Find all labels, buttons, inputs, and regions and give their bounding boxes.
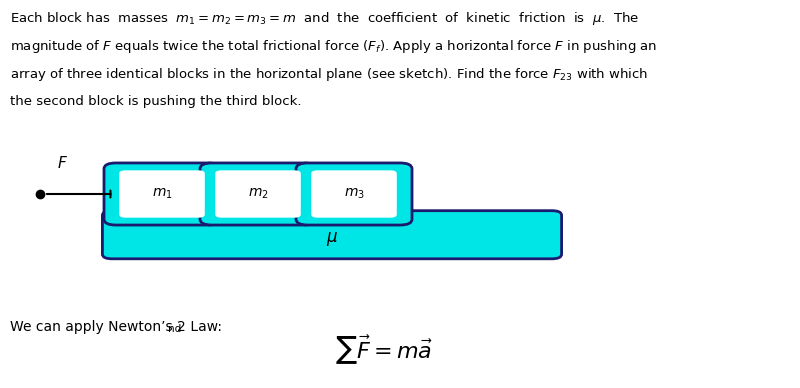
Text: $\sum\vec{F} = m\vec{a}$: $\sum\vec{F} = m\vec{a}$ <box>335 334 433 367</box>
FancyBboxPatch shape <box>215 170 301 218</box>
Text: array of three identical blocks in the horizontal plane (see sketch). Find the f: array of three identical blocks in the h… <box>10 66 648 83</box>
Text: magnitude of $F$ equals twice the total frictional force ($F_f$). Apply a horizo: magnitude of $F$ equals twice the total … <box>10 38 657 55</box>
FancyBboxPatch shape <box>311 170 397 218</box>
Text: Each block has  masses  $m_1 = m_2 = m_3 = m$  and  the  coefficient  of  kineti: Each block has masses $m_1 = m_2 = m_3 =… <box>10 10 639 27</box>
Text: $m_1$: $m_1$ <box>152 187 172 201</box>
FancyBboxPatch shape <box>104 163 220 225</box>
FancyBboxPatch shape <box>119 170 205 218</box>
Text: Law:: Law: <box>186 320 222 334</box>
Text: $F$: $F$ <box>58 155 68 171</box>
Text: $\mu$: $\mu$ <box>326 230 338 248</box>
Text: the second block is pushing the third block.: the second block is pushing the third bl… <box>10 95 301 108</box>
Text: $m_2$: $m_2$ <box>248 187 268 201</box>
FancyBboxPatch shape <box>200 163 316 225</box>
FancyBboxPatch shape <box>296 163 412 225</box>
Text: nd: nd <box>168 324 182 334</box>
FancyBboxPatch shape <box>102 211 562 259</box>
Text: $m_3$: $m_3$ <box>343 187 365 201</box>
Text: We can apply Newton’s 2: We can apply Newton’s 2 <box>10 320 186 334</box>
